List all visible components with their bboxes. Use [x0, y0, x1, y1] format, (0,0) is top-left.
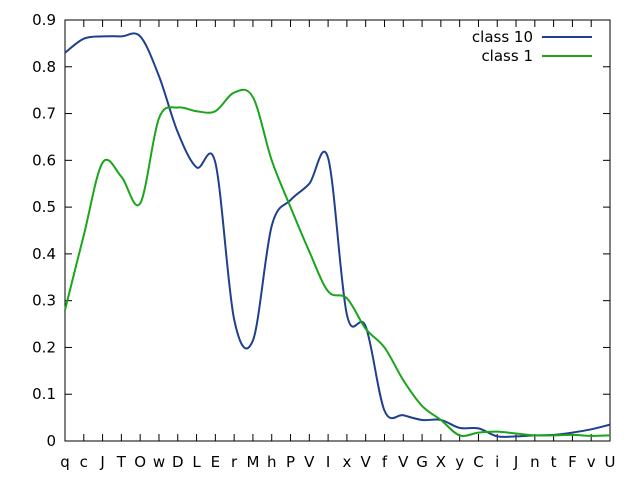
- y-tick-label: 0.1: [32, 385, 56, 403]
- x-tick-label: M: [246, 453, 259, 471]
- x-tick-label: J: [513, 453, 518, 471]
- x-tick-label: V: [398, 453, 409, 471]
- x-tick-label: t: [551, 453, 557, 471]
- y-tick-label: 0.2: [32, 338, 56, 356]
- y-tick-label: 0.8: [32, 58, 56, 76]
- x-tick-label: I: [326, 453, 330, 471]
- legend-label-class-10: class 10: [472, 28, 533, 46]
- x-tick-label: G: [416, 453, 428, 471]
- y-axis-tick-labels: 0 0.1 0.2 0.3 0.4 0.5 0.6 0.7 0.8 0.9: [32, 11, 56, 450]
- y-tick-label: 0.7: [32, 105, 56, 123]
- x-tick-label: D: [172, 453, 184, 471]
- series-line-class-10: [64, 32, 611, 438]
- y-tick-label: 0.9: [32, 11, 56, 29]
- x-tick-label: C: [473, 453, 483, 471]
- x-tick-label: T: [116, 453, 127, 471]
- x-tick-label: U: [605, 453, 616, 471]
- x-tick-label: f: [382, 453, 388, 471]
- y-tick-label: 0.4: [32, 245, 56, 263]
- y-tick-label: 0.6: [32, 151, 56, 169]
- x-tick-label: x: [342, 453, 351, 471]
- x-tick-label: r: [231, 453, 238, 471]
- x-tick-label: y: [455, 453, 464, 471]
- x-tick-label: c: [80, 453, 88, 471]
- legend: class 10 class 1: [472, 28, 592, 65]
- x-tick-label: v: [587, 453, 596, 471]
- x-tick-label: q: [60, 453, 70, 471]
- x-tick-label: P: [286, 453, 295, 471]
- y-tick-label: 0.3: [32, 292, 56, 310]
- x-tick-label: i: [495, 453, 499, 471]
- plot-frame: [64, 19, 611, 442]
- x-tick-label: F: [568, 453, 577, 471]
- x-tick-label: h: [267, 453, 277, 471]
- x-tick-label: O: [134, 453, 146, 471]
- series-line-class-1: [64, 88, 611, 437]
- y-tick-label: 0.5: [32, 198, 56, 216]
- x-tick-label: V: [361, 453, 372, 471]
- legend-label-class-1: class 1: [481, 47, 533, 65]
- series-lines: [64, 32, 611, 438]
- x-tick-label: J: [99, 453, 104, 471]
- x-tick-label: X: [436, 453, 446, 471]
- y-tick-label: 0: [46, 432, 56, 450]
- x-tick-label: L: [192, 453, 201, 471]
- x-tick-label: n: [530, 453, 540, 471]
- x-tick-label: V: [304, 453, 315, 471]
- x-tick-label: w: [153, 453, 165, 471]
- axis-ticks: [64, 19, 611, 442]
- x-tick-label: E: [211, 453, 220, 471]
